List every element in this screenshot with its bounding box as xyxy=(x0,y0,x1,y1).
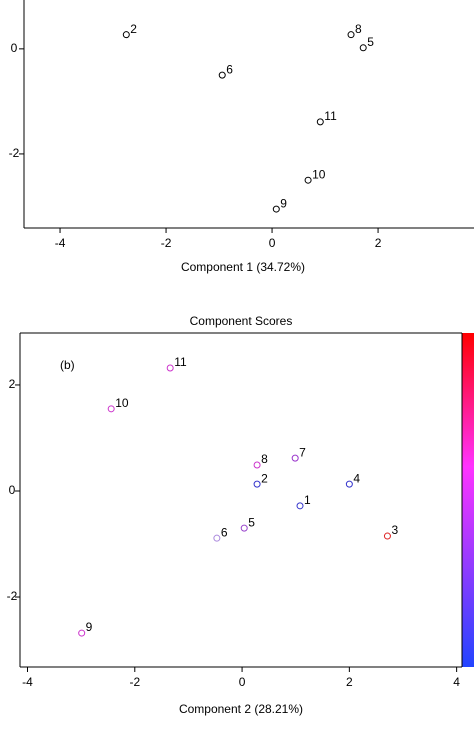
point-label: 7 xyxy=(299,445,306,459)
point xyxy=(213,534,221,542)
point xyxy=(166,364,174,372)
x-axis-label: Component 2 (28.21%) xyxy=(179,702,303,716)
point-label: 9 xyxy=(280,196,287,210)
point xyxy=(218,71,226,79)
point xyxy=(345,480,353,488)
point-label: 2 xyxy=(130,22,137,36)
point-label: 10 xyxy=(115,396,129,410)
x-tick-label: -4 xyxy=(55,236,66,250)
x-tick-label: 0 xyxy=(269,236,276,250)
point xyxy=(383,532,391,540)
point-label: 11 xyxy=(324,109,337,123)
x-tick-label: 2 xyxy=(375,236,382,250)
colorbar xyxy=(462,333,474,667)
point-label: 3 xyxy=(391,523,398,537)
point-label: 6 xyxy=(226,62,233,76)
point-label: 10 xyxy=(312,167,326,181)
point xyxy=(291,454,299,462)
point xyxy=(304,176,312,184)
point xyxy=(316,118,324,126)
point-label: 2 xyxy=(261,471,268,485)
point-label: 5 xyxy=(367,35,374,49)
x-tick-label: -2 xyxy=(129,675,140,689)
point-label: 6 xyxy=(221,525,228,539)
point xyxy=(78,629,86,637)
y-tick-label: 2 xyxy=(9,377,16,391)
point-label: 8 xyxy=(261,452,268,466)
point xyxy=(359,44,367,52)
x-tick-label: 0 xyxy=(239,675,246,689)
x-tick-label: -2 xyxy=(161,236,172,250)
point xyxy=(122,31,130,39)
point xyxy=(107,405,115,413)
x-axis-label: Component 1 (34.72%) xyxy=(181,260,305,274)
x-tick-label: 4 xyxy=(453,675,460,689)
point-label: 1 xyxy=(304,493,311,507)
point-label: 11 xyxy=(174,355,187,369)
point-label: 5 xyxy=(248,515,255,529)
y-tick-label: -2 xyxy=(7,589,18,603)
point xyxy=(240,524,248,532)
point xyxy=(347,31,355,39)
point xyxy=(296,502,304,510)
point-label: 9 xyxy=(86,620,93,634)
annotation: (b) xyxy=(60,358,75,372)
chart-title: Component Scores xyxy=(190,314,293,328)
point xyxy=(272,205,280,213)
point xyxy=(253,461,261,469)
point-label: 4 xyxy=(353,471,360,485)
point xyxy=(253,480,261,488)
y-tick-label: 0 xyxy=(9,483,16,497)
y-tick-label: 0 xyxy=(11,41,18,55)
y-tick-label: -2 xyxy=(9,146,20,160)
point-label: 8 xyxy=(355,22,362,36)
x-tick-label: -4 xyxy=(22,675,33,689)
x-tick-label: 2 xyxy=(346,675,353,689)
